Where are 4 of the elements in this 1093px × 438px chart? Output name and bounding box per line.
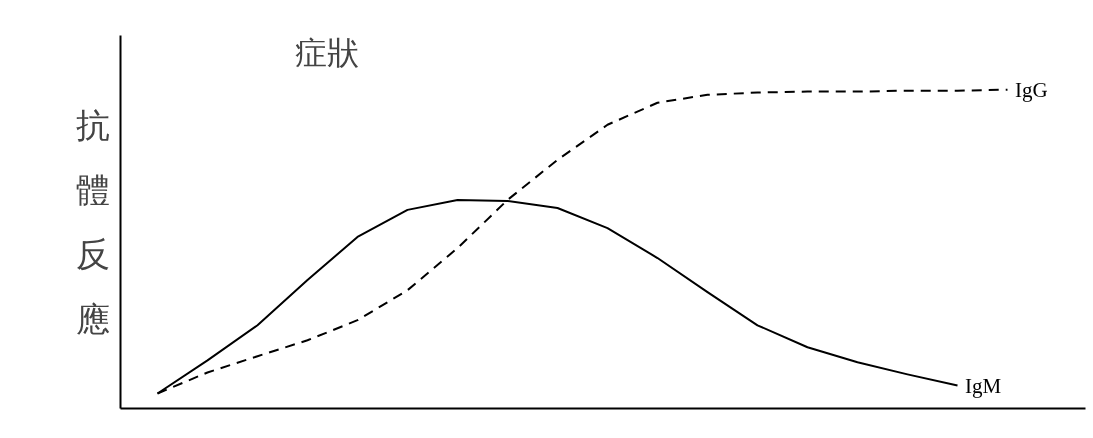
text: 症狀 [294,34,359,71]
series-label: IgG [1015,77,1048,102]
y-axis-title: 抗體反應 [75,106,110,338]
series-label: IgM [965,373,1002,398]
